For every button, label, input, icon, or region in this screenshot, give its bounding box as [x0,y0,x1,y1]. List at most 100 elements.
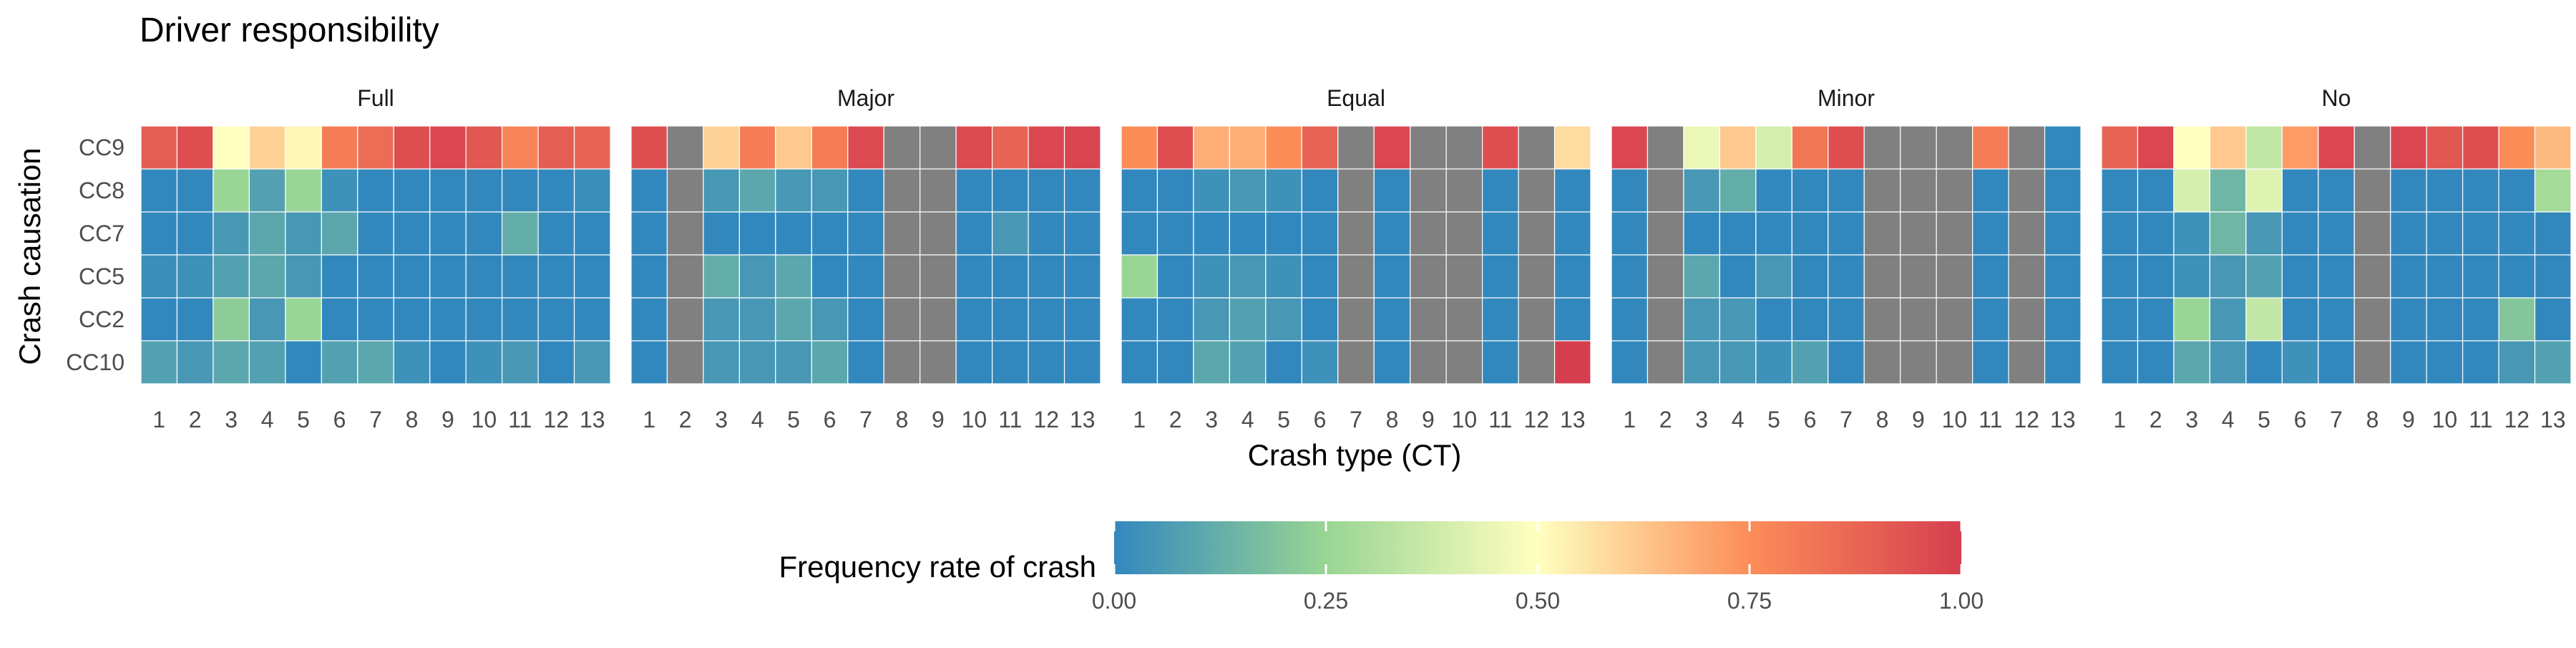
x-tick-label: 8 [1876,407,1889,432]
heatmap-cell [2318,254,2355,299]
y-tick-label: CC8 [79,178,125,203]
heatmap-cell [1445,211,1483,256]
heatmap-cell [1482,340,1519,385]
heatmap-cell [176,211,214,256]
heatmap-cell [630,340,668,385]
heatmap-cell [176,168,214,213]
heatmap-cell [1683,340,1720,385]
heatmap-cell [213,254,250,299]
heatmap-cell [1936,211,1974,256]
heatmap-cell [393,297,431,342]
heatmap-cell [1028,254,1065,299]
heatmap-cell [1156,254,1194,299]
heatmap-cell [1791,211,1829,256]
heatmap-cell [465,254,503,299]
heatmap-cell [775,125,812,170]
heatmap-cell [630,211,668,256]
heatmap-cell [1972,254,2009,299]
x-tick-label: 10 [2432,407,2458,432]
heatmap-cell [1301,297,1339,342]
heatmap-cell [703,125,740,170]
heatmap-cell [1518,254,1556,299]
heatmap-cell [738,254,776,299]
heatmap-cell [847,168,884,213]
heatmap-cell [1518,297,1556,342]
y-tick-label: CC9 [79,135,125,160]
heatmap-cell [1936,254,1974,299]
heatmap-cell [992,168,1029,213]
heatmap-cell [703,168,740,213]
heatmap-cell [1719,168,1757,213]
heatmap-cell [847,125,884,170]
y-tick-label: CC10 [66,349,125,375]
heatmap-cell [883,211,921,256]
heatmap-cell [357,211,394,256]
heatmap-cell [2044,297,2082,342]
heatmap-cell [738,168,776,213]
heatmap-cell [1646,125,1684,170]
x-tick-label: 1 [1133,407,1146,432]
heatmap-cell [502,297,539,342]
x-tick-label: 12 [1524,407,1550,432]
heatmap-cell [1553,211,1591,256]
heatmap-cell [357,168,394,213]
heatmap-cell [1063,340,1101,385]
heatmap-cell [1121,340,1158,385]
heatmap-cell [1828,297,1865,342]
heatmap-cell [2101,125,2139,170]
heatmap-cell [2534,340,2572,385]
x-tick-label: 11 [508,407,532,432]
heatmap-cell [666,125,704,170]
heatmap-cell [1828,168,1865,213]
heatmap-cell [2498,254,2536,299]
x-tick-label: 12 [1034,407,1060,432]
heatmap-cell [2044,340,2082,385]
x-tick-label: 4 [1732,407,1745,432]
heatmap-cell [573,340,611,385]
heatmap-cell [1063,125,1101,170]
heatmap-cell [703,211,740,256]
heatmap-cell [1410,340,1447,385]
heatmap-cell [2245,297,2283,342]
heatmap-cell [1301,168,1339,213]
facet-label: Minor [1818,85,1875,111]
x-tick-label: 13 [2540,407,2566,432]
legend-tick-label: 0.50 [1516,588,1560,614]
x-tick-label: 4 [751,407,764,432]
heatmap-cell [2426,211,2464,256]
heatmap-cell [213,125,250,170]
heatmap-cell [630,168,668,213]
heatmap-cell [775,211,812,256]
heatmap-cell [992,340,1029,385]
heatmap-cell [2173,168,2210,213]
heatmap-cell [140,254,178,299]
heatmap-cell [1063,211,1101,256]
heatmap-cell [2101,168,2139,213]
heatmap-cell [1373,211,1411,256]
heatmap-cell [2008,254,2046,299]
heatmap-cell [2044,211,2082,256]
heatmap-cell [1193,297,1230,342]
heatmap-cell [1553,340,1591,385]
heatmap-cell [321,168,358,213]
heatmap-cell [1611,254,1649,299]
heatmap-cell [1936,168,1974,213]
heatmap-cell [1791,254,1829,299]
heatmap-cell [140,168,178,213]
heatmap-cell [2209,125,2247,170]
x-tick-label: 9 [932,407,945,432]
heatmap-cell [285,340,322,385]
color-legend: 0.00 0.25 0.50 0.75 1.00 [1092,521,1984,614]
heatmap-cell [429,168,467,213]
x-tick-label: 12 [544,407,570,432]
x-tick-label: 2 [1659,407,1672,432]
heatmap-cell [1193,125,1230,170]
heatmap-cell [248,340,286,385]
heatmap-cell [1683,125,1720,170]
heatmap-cell [2101,297,2139,342]
heatmap-cell [1229,297,1267,342]
heatmap-cell [1553,168,1591,213]
heatmap-cell [919,168,957,213]
heatmap-cell [2245,125,2283,170]
heatmap-cell [2498,168,2536,213]
